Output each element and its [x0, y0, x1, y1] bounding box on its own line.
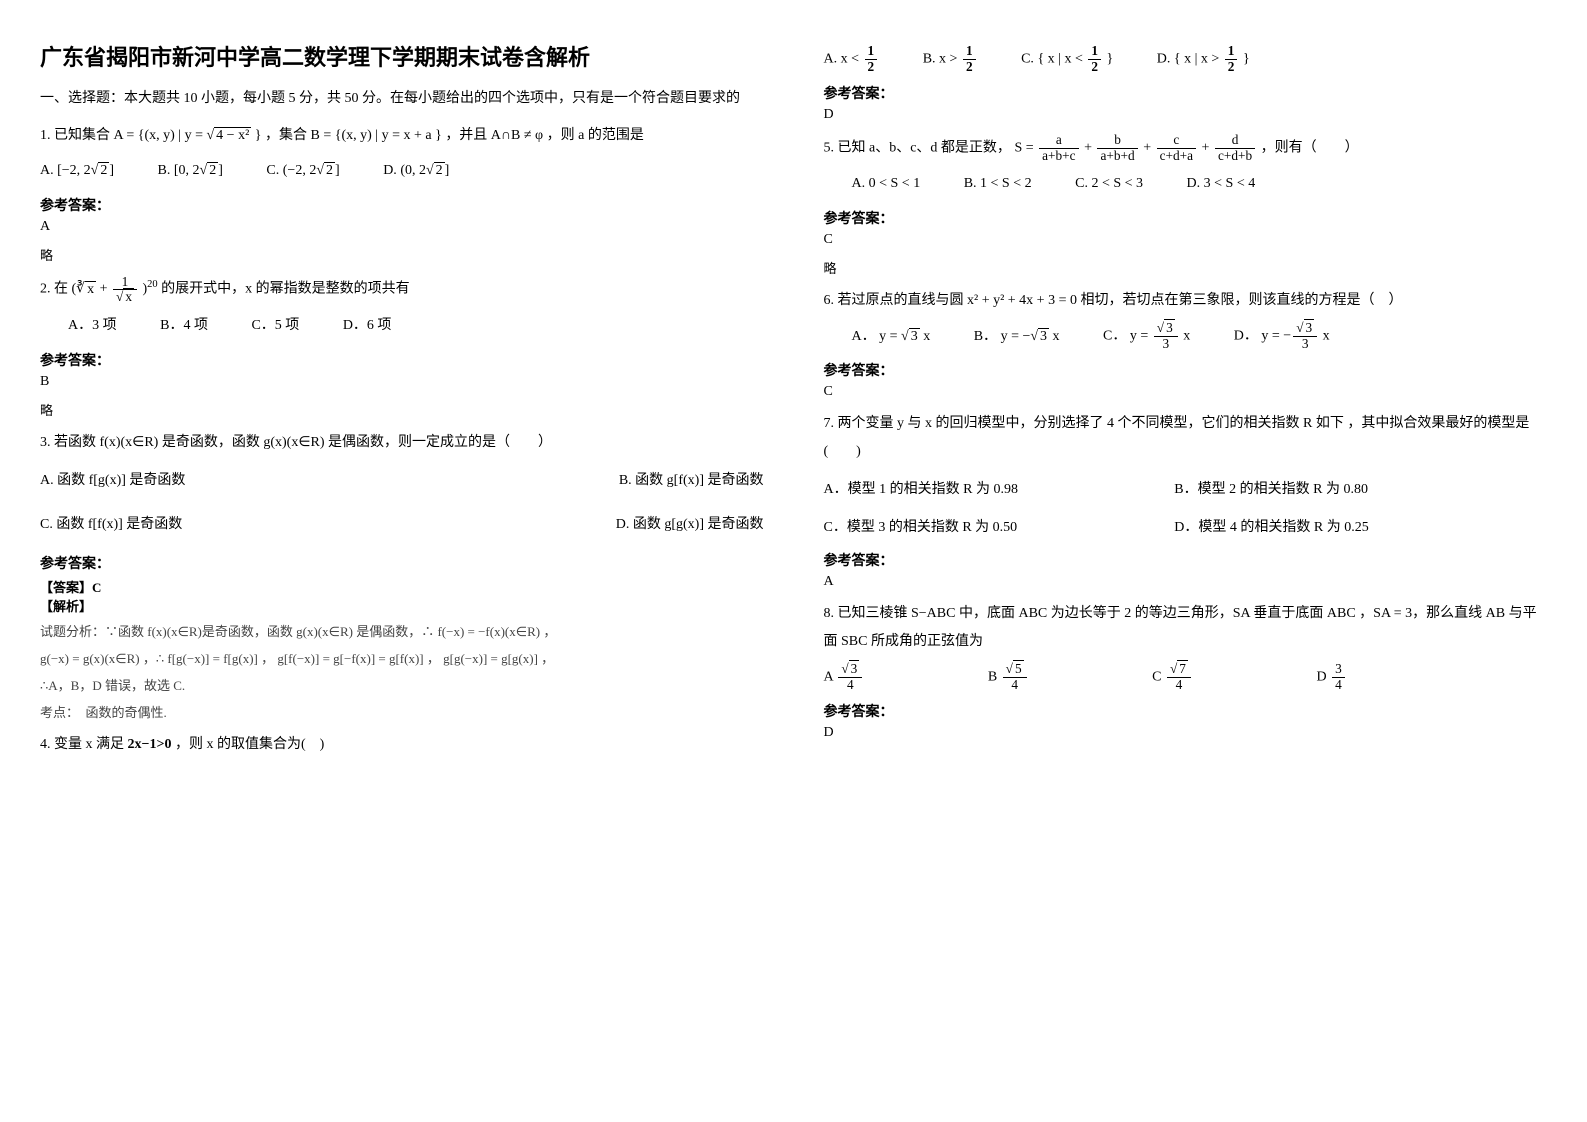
q6-opt-b: B． y = −√3 x — [974, 322, 1060, 353]
q6-ans-label: 参考答案： — [824, 360, 1548, 380]
q7-row1: A．模型 1 的相关指数 R 为 0.98 B．模型 2 的相关指数 R 为 0… — [824, 476, 1548, 504]
q3-opt-a-row: A. 函数 f[g(x)] 是奇函数 B. 函数 g[f(x)] 是奇函数 — [40, 467, 764, 495]
q3-opt-d: D. 函数 g[g(x)] 是奇函数 — [616, 511, 764, 539]
q4-opt-d: D. { x | x > 12 } — [1157, 44, 1250, 75]
q8-opt-c: C √74 — [1152, 662, 1193, 693]
q1-text-2: ，集合 — [265, 128, 311, 143]
q7-ans-label: 参考答案： — [824, 550, 1548, 570]
q6-opt-d: D． y = −√33 x — [1234, 321, 1330, 352]
q1-options: A. [−2, 2√2] B. [0, 2√2] C. (−2, 2√2] D.… — [40, 156, 764, 187]
q1-stem: 1. 已知集合 A = {(x, y) | y = √4 − x² } ，集合 … — [40, 122, 764, 150]
q2-note: 略 — [40, 400, 764, 419]
q6-options: A． y = √3 x B． y = −√3 x C． y = √33 x D．… — [852, 321, 1548, 352]
q1-note: 略 — [40, 245, 764, 264]
q5-opt-c: C. 2 < S < 3 — [1075, 169, 1143, 200]
q3-opt-c-row: C. 函数 f[f(x)] 是奇函数 D. 函数 g[g(x)] 是奇函数 — [40, 511, 764, 539]
q3-opt-a: A. 函数 f[g(x)] 是奇函数 — [40, 473, 185, 488]
q1-ans-label: 参考答案： — [40, 195, 764, 215]
q2-opt-d: D．6 项 — [343, 311, 392, 342]
q8-opt-a: A √34 — [824, 662, 865, 693]
q7-ans: A — [824, 574, 1548, 590]
q8-opt-d: D 34 — [1316, 662, 1346, 693]
q7-stem: 7. 两个变量 y 与 x 的回归模型中，分别选择了 4 个不同模型，它们的相关… — [824, 410, 1548, 466]
q6-stem: 6. 若过原点的直线与圆 x² + y² + 4x + 3 = 0 相切，若切点… — [824, 287, 1548, 315]
section-1-head: 一、选择题：本大题共 10 小题，每小题 5 分，共 50 分。在每小题给出的四… — [40, 88, 764, 110]
page-title: 广东省揭阳市新河中学高二数学理下学期期末试卷含解析 — [40, 40, 764, 72]
left-column: 广东省揭阳市新河中学高二数学理下学期期末试卷含解析 一、选择题：本大题共 10 … — [40, 40, 764, 765]
q1-text-1: 1. 已知集合 — [40, 128, 114, 143]
q3-line3: ∴A，B，D 错误，故选 C. — [40, 675, 764, 694]
q7-opt-c: C．模型 3 的相关指数 R 为 0.50 — [824, 514, 1171, 542]
q1-opt-d: D. (0, 2√2] — [383, 156, 449, 187]
q5-stem: 5. 已知 a、b、c、d 都是正数， S = aa+b+c + ba+b+d … — [824, 133, 1548, 163]
q3-stem: 3. 若函数 f(x)(x∈R) 是奇函数，函数 g(x)(x∈R) 是偶函数，… — [40, 429, 764, 457]
q4-text-1: 4. 变量 x 满足 — [40, 737, 128, 752]
q4-ineq: 2x−1>0 — [128, 737, 172, 752]
q3-line1: 试题分析：∵函数 f(x)(x∈R)是奇函数，函数 g(x)(x∈R) 是偶函数… — [40, 621, 764, 640]
q3-line2: g(−x) = g(x)(x∈R) ，∴ f[g(−x)] = f[g(x)] … — [40, 648, 764, 667]
q5-opt-a: A. 0 < S < 1 — [852, 169, 921, 200]
right-column: A. x < 12 B. x > 12 C. { x | x < 12 } D.… — [824, 40, 1548, 765]
q5-opt-b: B. 1 < S < 2 — [964, 169, 1032, 200]
q7-opt-b: B．模型 2 的相关指数 R 为 0.80 — [1174, 476, 1521, 504]
q2-ans: B — [40, 374, 764, 390]
q3-jiexi: 【解析】 — [40, 596, 764, 615]
q3-line4: 考点： 函数的奇偶性. — [40, 702, 764, 721]
q7-opt-a: A．模型 1 的相关指数 R 为 0.98 — [824, 476, 1171, 504]
q8-opt-b: B √54 — [988, 662, 1029, 693]
q4-stem: 4. 变量 x 满足 2x−1>0 ，则 x 的取值集合为( ) — [40, 731, 764, 759]
q6-opt-c: C． y = √33 x — [1103, 321, 1190, 352]
exam-page: 广东省揭阳市新河中学高二数学理下学期期末试卷含解析 一、选择题：本大题共 10 … — [40, 40, 1547, 765]
q2-ans-label: 参考答案： — [40, 350, 764, 370]
q2-opt-b: B．4 项 — [160, 311, 208, 342]
q2-opt-c: C．5 项 — [251, 311, 299, 342]
q8-options: A √34 B √54 C √74 D 34 — [824, 662, 1548, 693]
q5-note: 略 — [824, 258, 1548, 277]
q4-opt-a: A. x < 12 — [824, 44, 880, 75]
q1-ans: A — [40, 219, 764, 235]
q2-stem: 2. 在 (∛x + 1√x )20 的展开式中，x 的幂指数是整数的项共有 — [40, 274, 764, 305]
q6-ans: C — [824, 384, 1548, 400]
q5-ans: C — [824, 232, 1548, 248]
q8-ans-label: 参考答案： — [824, 701, 1548, 721]
q4-text-2: ，则 x 的取值集合为( ) — [175, 737, 324, 752]
q7-opt-d: D．模型 4 的相关指数 R 为 0.25 — [1174, 514, 1521, 542]
q3-opt-c: C. 函数 f[f(x)] 是奇函数 — [40, 517, 182, 532]
q5-text-1: 5. 已知 a、b、c、d 都是正数， — [824, 140, 1011, 155]
q5-text-2: ，则有（ ） — [1261, 140, 1359, 155]
q2-opt-a: A．3 项 — [68, 311, 117, 342]
q5-opt-d: D. 3 < S < 4 — [1187, 169, 1256, 200]
q1-opt-a: A. [−2, 2√2] — [40, 156, 114, 187]
q1-opt-c: C. (−2, 2√2] — [266, 156, 339, 187]
q4-ans-label: 参考答案： — [824, 83, 1548, 103]
q1-opt-b: B. [0, 2√2] — [158, 156, 223, 187]
q2-text-1: 2. 在 — [40, 282, 72, 297]
q3-ans-box: 【答案】C — [40, 577, 764, 596]
q8-ans: D — [824, 725, 1548, 741]
q7-row2: C．模型 3 的相关指数 R 为 0.50 D．模型 4 的相关指数 R 为 0… — [824, 514, 1548, 542]
q5-options: A. 0 < S < 1 B. 1 < S < 2 C. 2 < S < 3 D… — [852, 169, 1548, 200]
q4-ans: D — [824, 107, 1548, 123]
q8-stem: 8. 已知三棱锥 S−ABC 中，底面 ABC 为边长等于 2 的等边三角形，S… — [824, 600, 1548, 656]
q3-ans-label: 参考答案： — [40, 553, 764, 573]
q1-text-3: ，并且 A∩B ≠ φ ，则 a 的范围是 — [445, 128, 644, 143]
q4-opt-c: C. { x | x < 12 } — [1021, 44, 1113, 75]
q6-opt-a: A． y = √3 x — [852, 322, 931, 353]
q4-options: A. x < 12 B. x > 12 C. { x | x < 12 } D.… — [824, 44, 1548, 75]
q3-opt-b: B. 函数 g[f(x)] 是奇函数 — [619, 467, 764, 495]
q4-opt-b: B. x > 12 — [923, 44, 978, 75]
q2-text-2: 的展开式中，x 的幂指数是整数的项共有 — [161, 282, 410, 297]
q5-ans-label: 参考答案： — [824, 208, 1548, 228]
q2-options: A．3 项 B．4 项 C．5 项 D．6 项 — [68, 311, 764, 342]
